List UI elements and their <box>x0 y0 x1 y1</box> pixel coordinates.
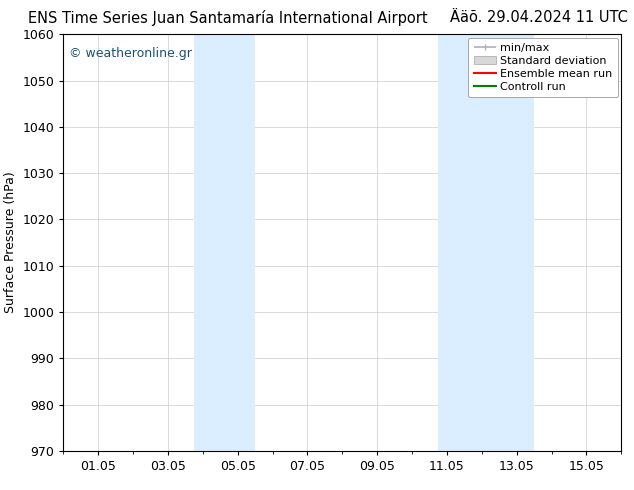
Bar <box>194 34 255 451</box>
Legend: min/max, Standard deviation, Ensemble mean run, Controll run: min/max, Standard deviation, Ensemble me… <box>468 38 618 97</box>
Bar <box>438 34 534 451</box>
Text: Ääõ. 29.04.2024 11 UTC: Ääõ. 29.04.2024 11 UTC <box>450 10 628 25</box>
Y-axis label: Surface Pressure (hPa): Surface Pressure (hPa) <box>4 172 17 314</box>
Text: ENS Time Series Juan Santamaría International Airport: ENS Time Series Juan Santamaría Internat… <box>29 10 428 26</box>
Text: © weatheronline.gr: © weatheronline.gr <box>69 47 192 60</box>
